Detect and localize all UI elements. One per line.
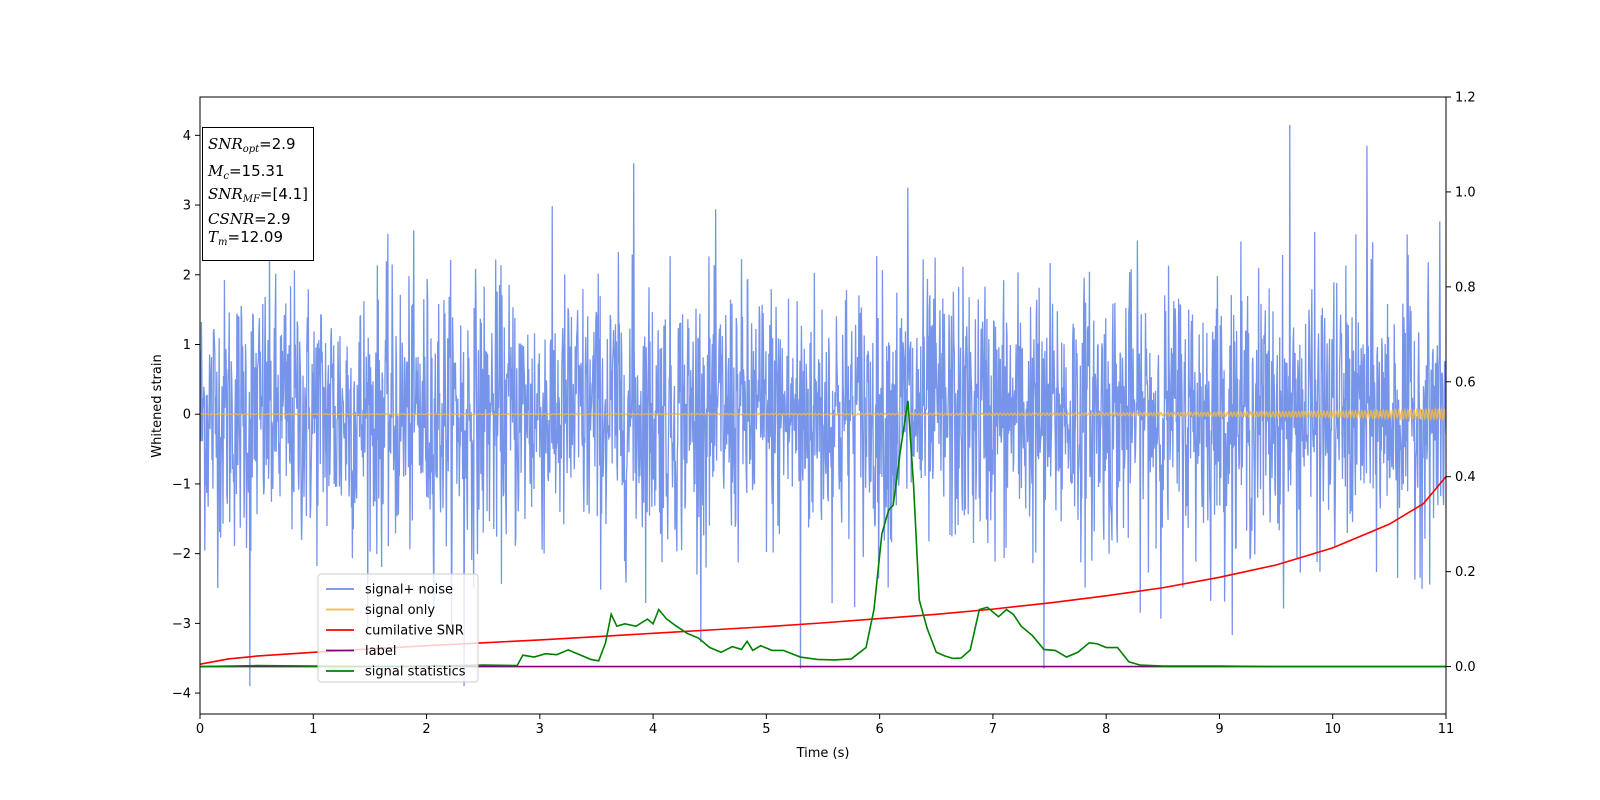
y2-tick-label: 0.4	[1455, 470, 1476, 485]
y-tick-label: −2	[172, 547, 191, 562]
x-tick-label: 7	[989, 722, 997, 737]
legend-label: cumilative SNR	[365, 624, 464, 639]
x-tick-label: 4	[649, 722, 657, 737]
mc-line: Mc=15.31	[208, 161, 285, 182]
y-tick-label: −4	[172, 687, 191, 702]
y-tick-label: 0	[183, 408, 191, 423]
y2-tick-label: 1.2	[1455, 91, 1476, 106]
snr-mf-line: SNRMF=[4.1]	[208, 185, 309, 205]
y-axis-label: Whitened strain	[150, 354, 165, 457]
csnr-line: CSNR=2.9	[208, 209, 291, 228]
series-signal-noise-line	[200, 124, 1446, 687]
legend-label: signal only	[365, 603, 435, 618]
legend-label: signal statistics	[365, 665, 466, 680]
y-tick-label: 2	[183, 268, 191, 283]
y-tick-label: −3	[172, 617, 191, 632]
x-tick-label: 9	[1215, 722, 1223, 737]
legend: signal+ noise signal only cumilative SNR la…	[317, 573, 479, 683]
plot-frame	[199, 96, 1447, 715]
y-tick-label: 3	[183, 199, 191, 214]
x-tick-label: 11	[1438, 722, 1455, 737]
x-tick-label: 10	[1324, 722, 1341, 737]
series-signal-statistics-line	[200, 400, 1446, 668]
legend-label: label	[365, 644, 396, 659]
x-tick-label: 0	[196, 722, 204, 737]
legend-box	[317, 573, 479, 683]
y-tick-label: −1	[172, 477, 191, 492]
tm-line: Tm=12.09	[208, 228, 284, 248]
x-tick-label: 3	[536, 722, 544, 737]
x-axis-label: Time (s)	[796, 746, 850, 761]
x-tick-label: 5	[762, 722, 770, 737]
x-tick-label: 6	[875, 722, 883, 737]
snr-opt-line: SNRopt=2.9	[208, 135, 296, 155]
y-tick-label: 4	[183, 129, 191, 144]
y2-tick-label: 1.0	[1455, 185, 1476, 200]
legend-label: signal+ noise	[365, 583, 453, 598]
x-tick-label: 1	[309, 722, 317, 737]
x-tick-label: 8	[1102, 722, 1110, 737]
series-signal-only-line	[200, 406, 1446, 422]
y2-tick-label: 0.6	[1455, 375, 1476, 390]
x-tick-label: 2	[422, 722, 430, 737]
y2-tick-label: 0.0	[1455, 660, 1476, 675]
annotation-box: SNRopt=2.9 Mc=15.31 SNRMF=[4.1] CSNR=2.9…	[202, 127, 315, 261]
y2-tick-label: 0.8	[1455, 280, 1476, 295]
y-tick-label: 1	[183, 338, 191, 353]
y2-tick-label: 0.2	[1455, 565, 1476, 580]
